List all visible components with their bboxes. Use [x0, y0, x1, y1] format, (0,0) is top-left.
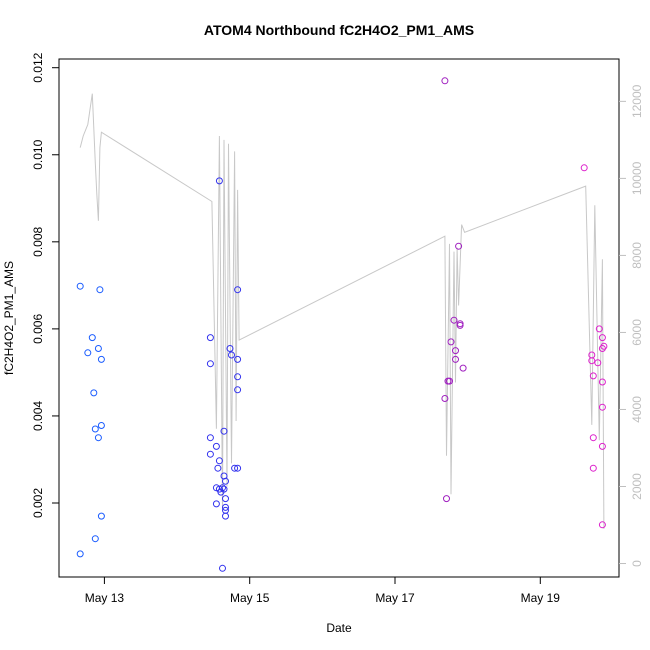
y-right-tick-label: 0 — [630, 560, 644, 567]
data-point — [446, 377, 453, 385]
data-point — [222, 495, 229, 503]
data-point — [598, 521, 606, 529]
data-point — [219, 564, 226, 572]
y-axis-label: fC2H4O2_PM1_AMS — [2, 261, 16, 375]
data-point — [589, 372, 597, 380]
data-point — [598, 378, 606, 386]
data-point — [234, 464, 242, 472]
data-point — [441, 77, 449, 85]
data-point — [598, 442, 606, 450]
data-point — [219, 484, 226, 492]
data-point — [220, 427, 228, 435]
data-point — [450, 316, 458, 324]
data-point — [228, 351, 235, 359]
data-point — [94, 434, 102, 442]
x-tick-label: May 17 — [375, 591, 415, 605]
secondary-series-line — [79, 93, 605, 529]
data-point — [459, 364, 467, 372]
plot-frame — [58, 58, 620, 578]
data-point — [215, 457, 223, 465]
data-point — [589, 464, 597, 472]
data-point — [222, 503, 229, 511]
data-point — [234, 386, 242, 394]
y-right-tick-label: 2000 — [630, 473, 644, 500]
data-point — [94, 345, 102, 352]
data-point — [234, 373, 242, 381]
x-tick-label: May 19 — [521, 591, 561, 605]
data-point — [206, 360, 214, 368]
data-point — [594, 359, 602, 367]
data-point — [441, 395, 449, 402]
y-axis-right: 0 2000 4000 6000 8000 10000 12000 — [619, 84, 644, 567]
y-right-tick-label: 4000 — [630, 396, 644, 423]
data-point — [88, 334, 96, 342]
data-point — [91, 425, 99, 433]
y-tick-label: 0.008 — [31, 226, 45, 256]
data-point — [589, 434, 597, 442]
data-point — [455, 242, 463, 250]
data-point — [234, 355, 242, 363]
data-point — [206, 334, 214, 342]
data-point — [452, 355, 459, 363]
data-point — [76, 550, 84, 558]
y-right-tick-label: 8000 — [630, 242, 644, 269]
x-axis-label: Date — [326, 621, 352, 635]
y-tick-label: 0.004 — [31, 401, 45, 431]
data-point — [97, 422, 105, 429]
y-right-tick-label: 12000 — [630, 84, 644, 118]
data-point — [214, 464, 222, 472]
data-point — [76, 282, 84, 290]
data-point — [97, 512, 105, 520]
data-point — [580, 164, 588, 172]
y-tick-label: 0.006 — [31, 314, 45, 344]
data-point — [206, 434, 214, 442]
x-tick-label: May 13 — [85, 591, 125, 605]
data-point — [598, 403, 606, 411]
data-point — [598, 334, 606, 342]
data-point — [97, 355, 105, 363]
points-layer — [76, 77, 608, 572]
data-point — [90, 389, 98, 397]
data-point — [91, 535, 99, 543]
data-point — [452, 347, 459, 355]
data-point — [588, 357, 596, 365]
data-point — [447, 338, 455, 346]
data-point — [212, 442, 220, 450]
data-point — [220, 485, 228, 493]
chart-title: ATOM4 Northbound fC2H4O2_PM1_AMS — [204, 22, 474, 38]
data-point — [222, 477, 229, 485]
y-right-tick-label: 6000 — [630, 319, 644, 346]
data-point — [212, 500, 220, 508]
x-axis: May 13 May 15 May 17 May 19 — [85, 577, 561, 605]
y-tick-label: 0.012 — [31, 52, 45, 82]
data-point — [226, 345, 234, 352]
data-point — [206, 450, 214, 458]
y-right-tick-label: 10000 — [630, 161, 644, 195]
data-point — [234, 286, 242, 294]
y-tick-label: 0.010 — [31, 139, 45, 169]
x-tick-label: May 15 — [230, 591, 270, 605]
data-point — [456, 321, 464, 329]
y-tick-label: 0.002 — [31, 488, 45, 518]
data-point — [84, 349, 92, 357]
data-point — [595, 325, 603, 333]
data-point — [600, 342, 608, 350]
data-point — [443, 495, 450, 503]
data-point — [96, 286, 104, 294]
secondary-line-layer — [79, 93, 605, 529]
y-axis-left: 0.002 0.004 0.006 0.008 0.010 0.012 — [31, 52, 59, 518]
data-point — [222, 512, 229, 520]
data-point — [215, 177, 223, 185]
data-point — [231, 464, 239, 472]
